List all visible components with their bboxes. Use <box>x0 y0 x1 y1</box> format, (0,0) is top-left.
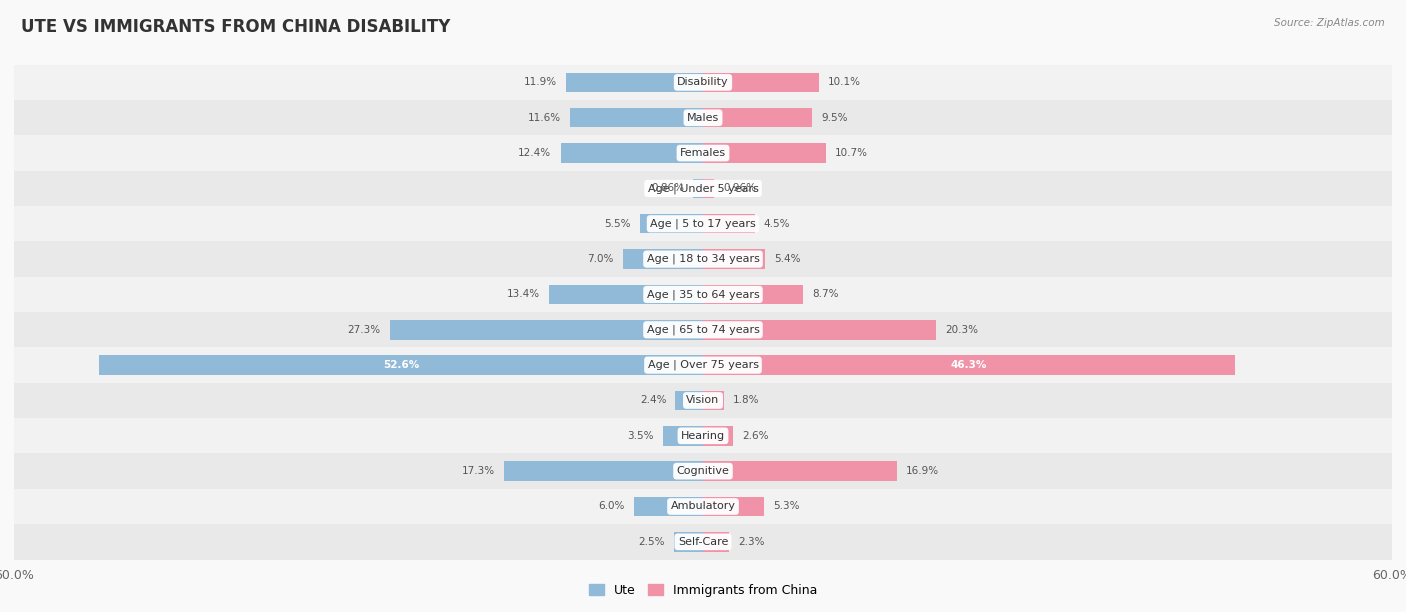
Bar <box>703 532 730 551</box>
Text: Age | 65 to 74 years: Age | 65 to 74 years <box>647 324 759 335</box>
Bar <box>14 524 1392 559</box>
Text: Hearing: Hearing <box>681 431 725 441</box>
Bar <box>98 356 703 375</box>
Text: 0.96%: 0.96% <box>723 184 756 193</box>
Text: UTE VS IMMIGRANTS FROM CHINA DISABILITY: UTE VS IMMIGRANTS FROM CHINA DISABILITY <box>21 18 450 36</box>
Bar <box>662 426 703 446</box>
Bar <box>703 320 936 340</box>
Legend: Ute, Immigrants from China: Ute, Immigrants from China <box>583 579 823 602</box>
Text: 16.9%: 16.9% <box>907 466 939 476</box>
Bar <box>703 143 825 163</box>
Text: 11.9%: 11.9% <box>524 77 557 88</box>
Bar <box>567 73 703 92</box>
Text: Disability: Disability <box>678 77 728 88</box>
Bar <box>389 320 703 340</box>
Bar <box>14 382 1392 418</box>
Bar <box>569 108 703 127</box>
Bar <box>14 453 1392 489</box>
Text: 2.4%: 2.4% <box>640 395 666 406</box>
Bar <box>14 312 1392 348</box>
Text: 3.5%: 3.5% <box>627 431 654 441</box>
Text: 10.7%: 10.7% <box>835 148 868 158</box>
Text: 20.3%: 20.3% <box>945 325 979 335</box>
Text: Age | 5 to 17 years: Age | 5 to 17 years <box>650 218 756 229</box>
Text: 0.86%: 0.86% <box>651 184 683 193</box>
Text: 27.3%: 27.3% <box>347 325 381 335</box>
Text: 52.6%: 52.6% <box>382 360 419 370</box>
Text: 5.4%: 5.4% <box>775 254 800 264</box>
Bar <box>703 390 724 410</box>
Text: 7.0%: 7.0% <box>588 254 613 264</box>
Text: Age | 18 to 34 years: Age | 18 to 34 years <box>647 254 759 264</box>
Bar <box>14 171 1392 206</box>
Text: Source: ZipAtlas.com: Source: ZipAtlas.com <box>1274 18 1385 28</box>
Bar <box>14 489 1392 524</box>
Text: 9.5%: 9.5% <box>821 113 848 123</box>
Bar <box>675 532 703 551</box>
Bar <box>14 348 1392 382</box>
Text: 5.3%: 5.3% <box>773 501 800 512</box>
Bar <box>703 108 813 127</box>
Text: 10.1%: 10.1% <box>828 77 860 88</box>
Bar <box>561 143 703 163</box>
Bar <box>14 418 1392 453</box>
Text: Vision: Vision <box>686 395 720 406</box>
Bar <box>703 356 1234 375</box>
Text: 2.3%: 2.3% <box>738 537 765 547</box>
Bar <box>693 179 703 198</box>
Bar <box>703 214 755 234</box>
Text: 17.3%: 17.3% <box>463 466 495 476</box>
Text: 1.8%: 1.8% <box>733 395 759 406</box>
Bar <box>703 285 803 304</box>
Text: Age | Over 75 years: Age | Over 75 years <box>648 360 758 370</box>
Bar <box>640 214 703 234</box>
Text: 5.5%: 5.5% <box>605 218 631 229</box>
Text: Cognitive: Cognitive <box>676 466 730 476</box>
Bar <box>703 73 818 92</box>
Text: 2.5%: 2.5% <box>638 537 665 547</box>
Text: 6.0%: 6.0% <box>599 501 624 512</box>
Bar <box>14 277 1392 312</box>
Bar <box>703 426 733 446</box>
Bar <box>703 497 763 516</box>
Bar <box>14 135 1392 171</box>
Text: 2.6%: 2.6% <box>742 431 769 441</box>
Bar <box>623 249 703 269</box>
Bar <box>14 65 1392 100</box>
Bar <box>550 285 703 304</box>
Text: 8.7%: 8.7% <box>813 289 838 299</box>
Bar <box>14 100 1392 135</box>
Text: 46.3%: 46.3% <box>950 360 987 370</box>
Bar <box>703 249 765 269</box>
Text: Age | Under 5 years: Age | Under 5 years <box>648 183 758 193</box>
Bar <box>703 179 714 198</box>
Bar <box>14 242 1392 277</box>
Text: Ambulatory: Ambulatory <box>671 501 735 512</box>
Text: Males: Males <box>688 113 718 123</box>
Text: 13.4%: 13.4% <box>506 289 540 299</box>
Text: Females: Females <box>681 148 725 158</box>
Bar <box>675 390 703 410</box>
Bar <box>634 497 703 516</box>
Text: Self-Care: Self-Care <box>678 537 728 547</box>
Bar <box>703 461 897 481</box>
Text: 11.6%: 11.6% <box>527 113 561 123</box>
Bar <box>505 461 703 481</box>
Text: Age | 35 to 64 years: Age | 35 to 64 years <box>647 289 759 300</box>
Text: 12.4%: 12.4% <box>519 148 551 158</box>
Text: 4.5%: 4.5% <box>763 218 790 229</box>
Bar <box>14 206 1392 242</box>
